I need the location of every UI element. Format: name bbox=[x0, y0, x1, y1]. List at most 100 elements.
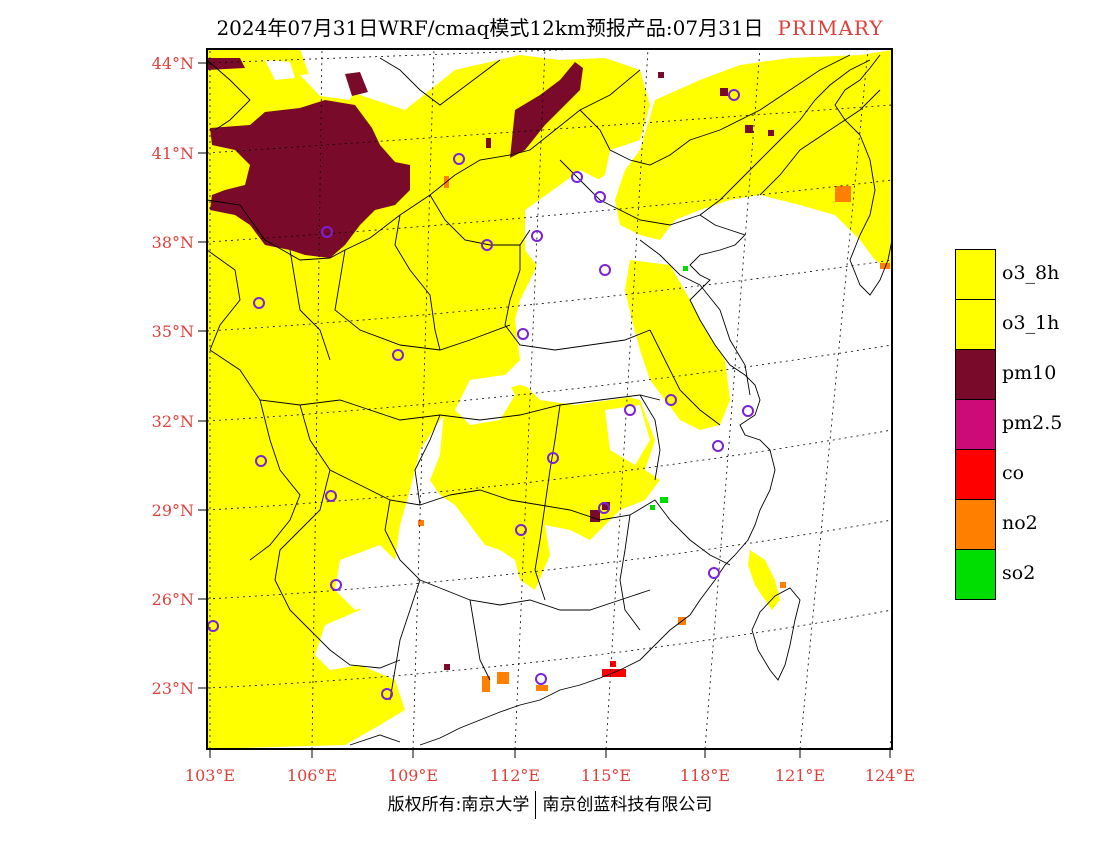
map-area bbox=[207, 49, 892, 749]
lon-label: 103°E bbox=[184, 766, 236, 785]
station-marker bbox=[594, 191, 606, 203]
lat-label: 38°N bbox=[151, 233, 194, 252]
no2-pixel bbox=[880, 263, 890, 269]
coastline bbox=[419, 214, 776, 746]
co-pixel bbox=[602, 669, 626, 677]
o3-region-northeast bbox=[615, 50, 892, 270]
pm10-region-north-patch bbox=[345, 72, 368, 96]
station-marker bbox=[598, 502, 610, 514]
legend-swatch bbox=[955, 399, 996, 450]
clear-area-yangtze bbox=[605, 405, 650, 465]
primary-tag: PRIMARY bbox=[777, 16, 884, 40]
station-markers bbox=[207, 89, 754, 700]
station-marker bbox=[481, 239, 493, 251]
station-marker bbox=[392, 349, 404, 361]
o3-region-huanghuai bbox=[625, 260, 730, 430]
legend-swatch bbox=[955, 549, 996, 600]
pm10-pixel bbox=[590, 510, 600, 522]
lon-label: 121°E bbox=[774, 766, 826, 785]
clear-area-north bbox=[265, 60, 295, 80]
no2-pixel bbox=[482, 676, 490, 692]
station-marker bbox=[599, 264, 611, 276]
no2-pixel bbox=[835, 186, 851, 202]
station-marker bbox=[515, 524, 527, 536]
province-boundaries bbox=[207, 54, 881, 701]
graticule-parallels bbox=[207, 49, 892, 689]
lon-label: 115°E bbox=[580, 766, 632, 785]
co-pixel bbox=[610, 661, 616, 667]
station-marker bbox=[517, 328, 529, 340]
pm10-pixel bbox=[745, 125, 753, 133]
legend-label: o3_8h bbox=[1002, 262, 1060, 284]
no2-pixel bbox=[536, 685, 548, 691]
copyright-separator bbox=[535, 791, 537, 819]
station-marker bbox=[571, 171, 583, 183]
pm10-pixel bbox=[768, 130, 774, 136]
lat-label: 41°N bbox=[151, 144, 194, 163]
pm10-region-northeast-strip bbox=[510, 62, 583, 158]
legend-swatch bbox=[955, 349, 996, 400]
station-marker bbox=[330, 579, 342, 591]
clear-area-central bbox=[520, 330, 645, 405]
pm10-pixel bbox=[658, 72, 664, 78]
pm10-pixel bbox=[486, 138, 491, 148]
lon-label: 109°E bbox=[387, 766, 439, 785]
legend-label: so2 bbox=[1002, 562, 1036, 584]
legend-label: pm10 bbox=[1002, 362, 1057, 384]
coastline-northeast bbox=[699, 59, 871, 216]
pm10-pixel bbox=[602, 502, 610, 510]
station-marker bbox=[742, 405, 754, 417]
legend-swatch bbox=[955, 449, 996, 500]
lat-label: 23°N bbox=[151, 679, 194, 698]
station-marker bbox=[712, 440, 724, 452]
pm10-region-inner-mongolia bbox=[210, 100, 410, 258]
lat-label: 32°N bbox=[151, 412, 194, 431]
axis-ticks bbox=[198, 62, 891, 758]
so2-pixel bbox=[660, 497, 668, 503]
station-marker bbox=[453, 153, 465, 165]
so2-pixel bbox=[650, 505, 655, 510]
station-marker bbox=[381, 688, 393, 700]
station-marker bbox=[531, 230, 543, 242]
graticule-meridians bbox=[209, 49, 892, 749]
legend-label: o3_1h bbox=[1002, 312, 1060, 334]
pm10-pixel bbox=[720, 88, 728, 96]
map-title: 2024年07月31日WRF/cmaq模式12km预报产品:07月31日 PRIM… bbox=[0, 12, 1100, 41]
station-marker bbox=[535, 673, 547, 685]
legend-label: co bbox=[1002, 462, 1025, 484]
border-northeast bbox=[834, 54, 881, 136]
station-marker bbox=[708, 567, 720, 579]
lat-label: 44°N bbox=[151, 54, 194, 73]
copyright-right: 南京创蓝科技有限公司 bbox=[542, 795, 713, 815]
copyright-line: 版权所有:南京大学 南京创蓝科技有限公司 bbox=[0, 790, 1100, 819]
no2-pixel bbox=[418, 520, 424, 526]
o3-region-taiwan-strait bbox=[748, 550, 780, 610]
legend-swatch bbox=[955, 499, 996, 550]
station-marker bbox=[728, 89, 740, 101]
lon-label: 124°E bbox=[864, 766, 916, 785]
no2-pixel bbox=[780, 582, 786, 588]
legend-label: no2 bbox=[1002, 512, 1038, 534]
clear-area-hubei bbox=[455, 375, 515, 425]
station-marker bbox=[665, 394, 677, 406]
station-marker bbox=[547, 452, 559, 464]
copyright-left: 版权所有:南京大学 bbox=[387, 795, 530, 815]
o3-region-southwest-island bbox=[260, 465, 310, 505]
legend-swatch bbox=[955, 249, 996, 300]
korea-outline bbox=[849, 134, 892, 296]
map-frame bbox=[206, 48, 893, 750]
no2-pixel bbox=[497, 672, 509, 684]
lat-label: 26°N bbox=[151, 590, 194, 609]
legend-label: pm2.5 bbox=[1002, 412, 1063, 434]
clear-area-loess bbox=[300, 72, 355, 100]
map-title-main: 2024年07月31日WRF/cmaq模式12km预报产品:07月31日 bbox=[216, 16, 764, 40]
clear-area-central-north bbox=[525, 170, 600, 270]
lon-label: 118°E bbox=[679, 766, 731, 785]
clear-area-sichuan bbox=[335, 545, 400, 610]
hainan-coast bbox=[349, 734, 401, 746]
lon-label: 106°E bbox=[286, 766, 338, 785]
station-marker bbox=[255, 455, 267, 467]
taiwan-outline bbox=[751, 587, 801, 681]
station-marker bbox=[253, 297, 265, 309]
